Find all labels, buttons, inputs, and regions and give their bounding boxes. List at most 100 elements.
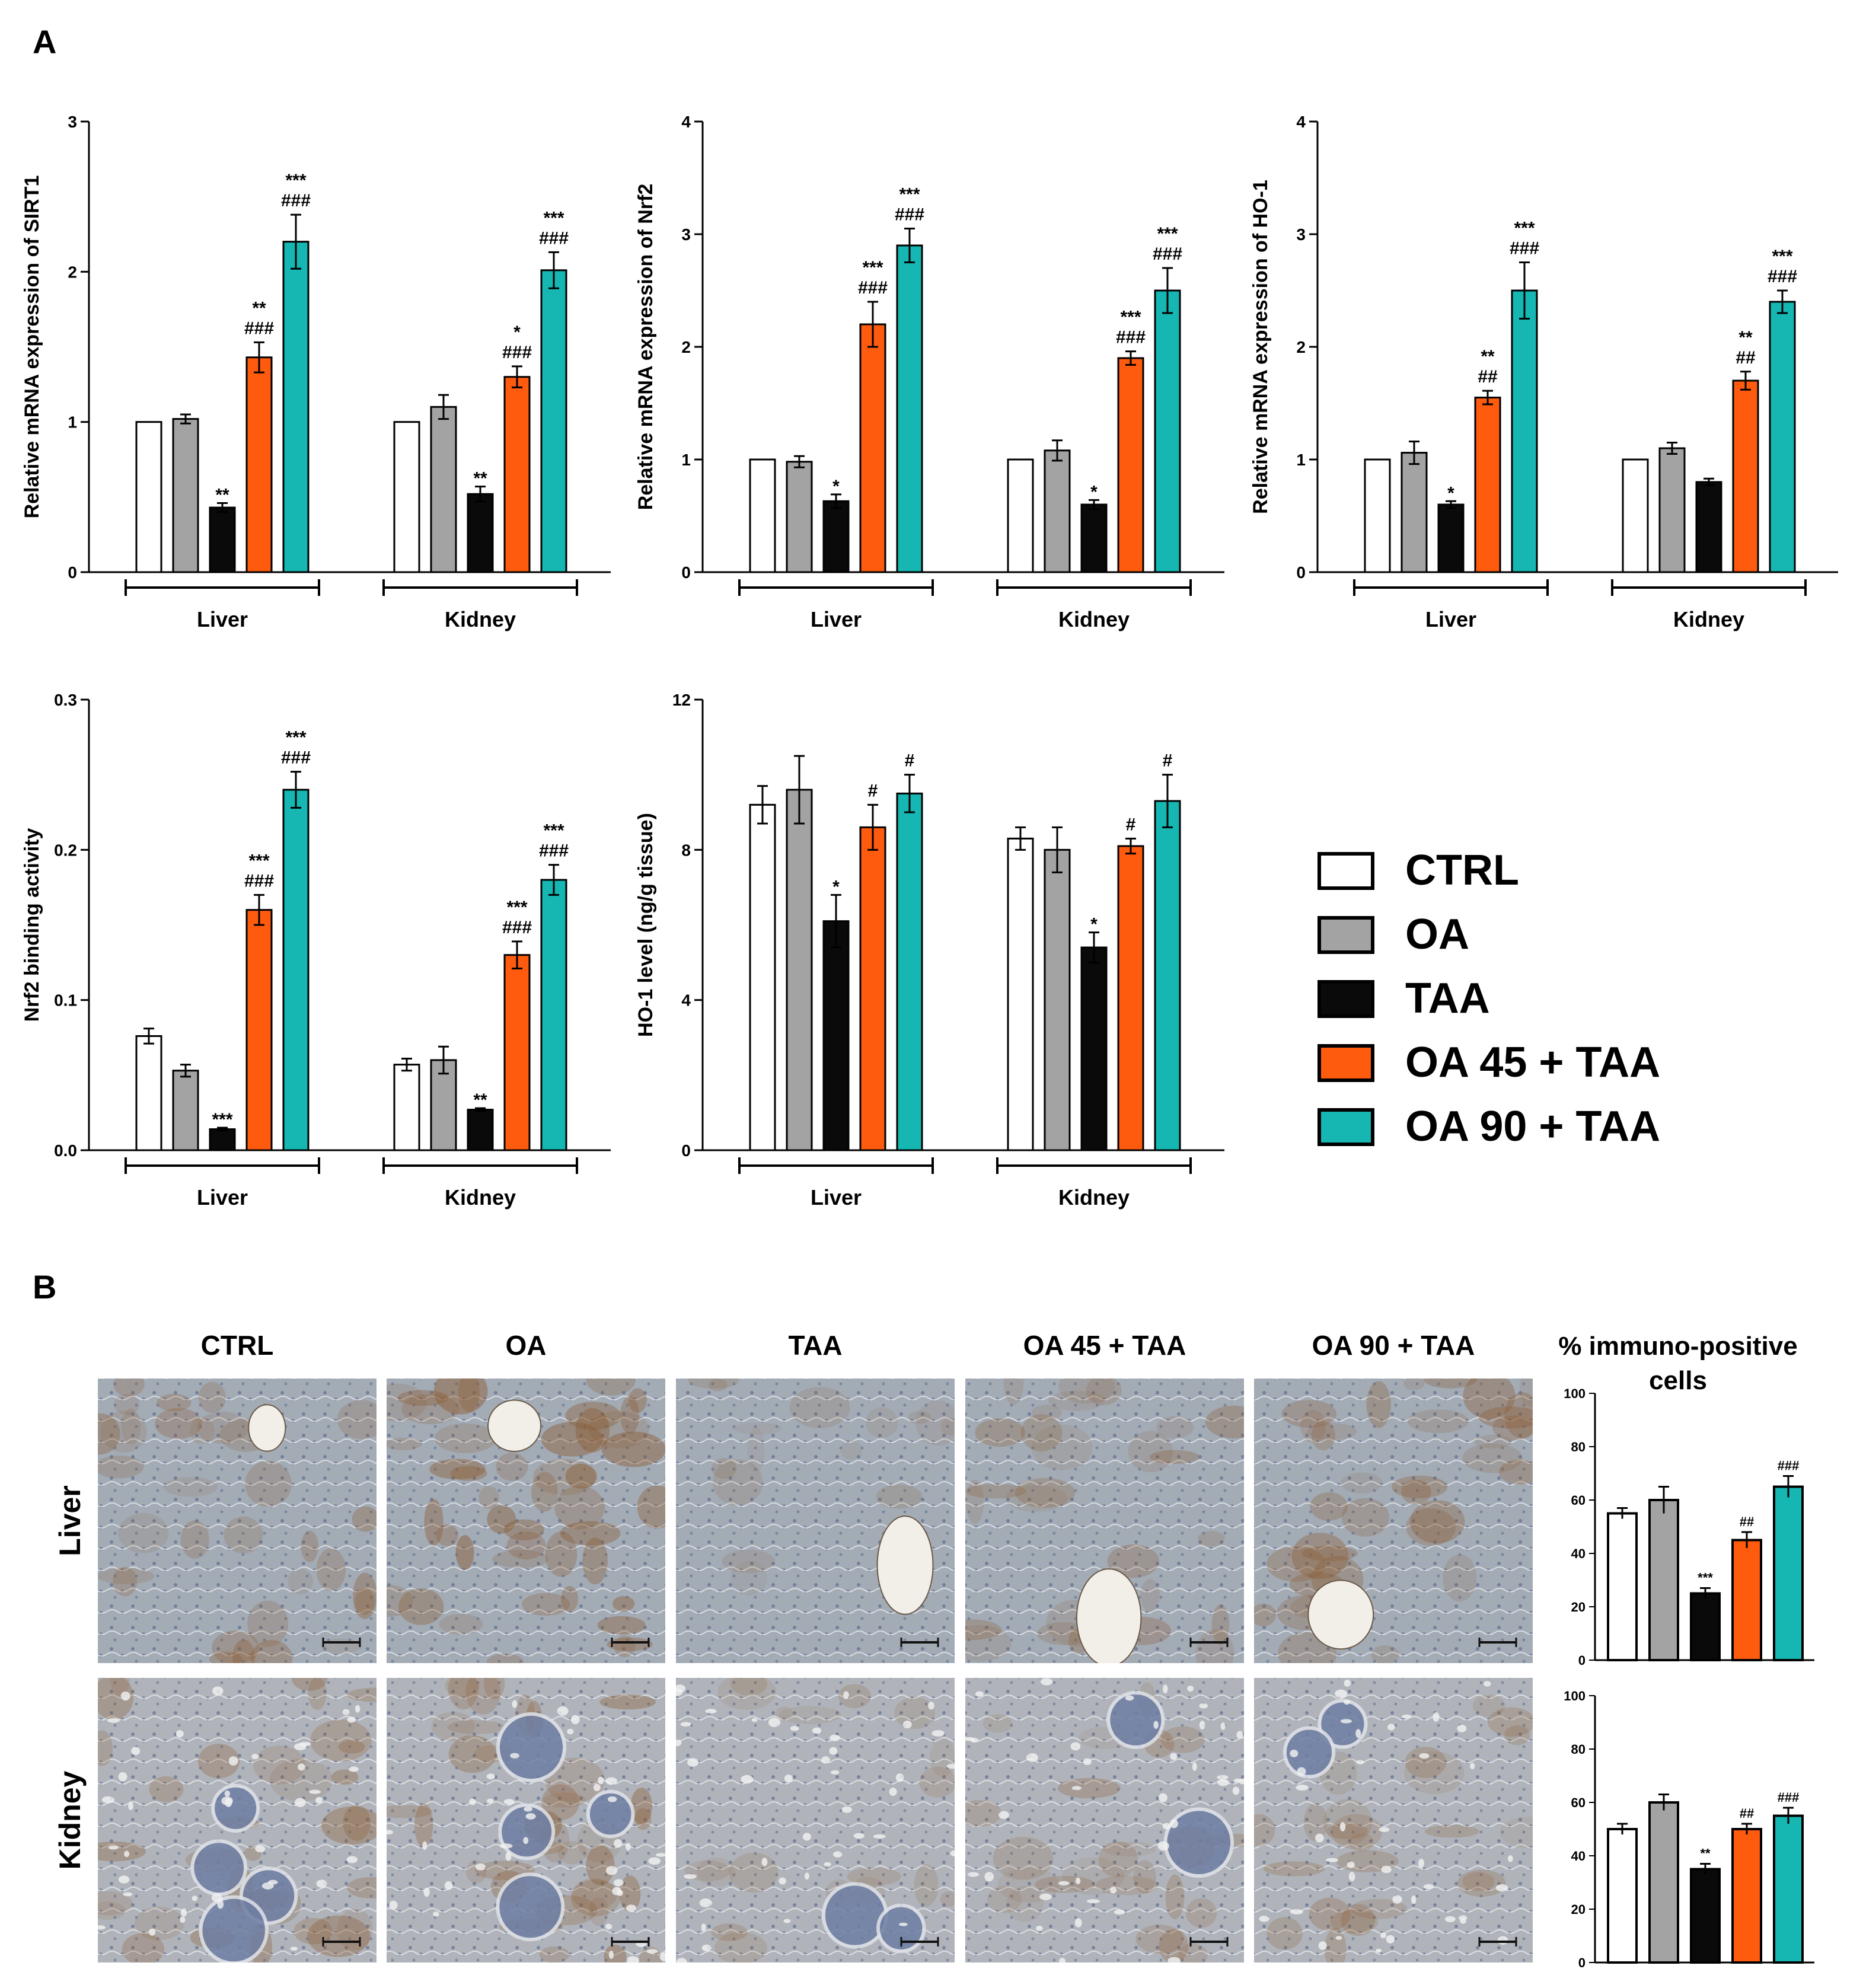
tubule-lumen <box>705 1709 717 1714</box>
significance-label: ### <box>539 841 569 861</box>
significance-label: * <box>832 877 840 896</box>
tubule-lumen <box>1419 1753 1430 1759</box>
dab-stain <box>1366 1381 1391 1428</box>
glomerulus <box>1106 1690 1165 1749</box>
dab-stain <box>450 1466 487 1481</box>
dab-stain <box>1331 1910 1379 1934</box>
significance-label: # <box>868 781 878 800</box>
dab-stain <box>484 1678 505 1699</box>
micrograph-liver-1 <box>98 1378 377 1663</box>
bar-oa <box>1044 848 1071 1151</box>
significance-label: ### <box>1153 244 1182 264</box>
tubule-lumen <box>1444 1916 1456 1922</box>
dab-stain <box>1254 1603 1277 1626</box>
vessel-lumen <box>487 1399 542 1453</box>
bar-ctrl <box>393 1064 420 1151</box>
bar-taa <box>1080 946 1108 1151</box>
glomerulus <box>199 1895 269 1963</box>
significance-label: * <box>1447 483 1454 503</box>
dab-stain <box>98 1678 134 1720</box>
tubule-lumen <box>831 1770 840 1775</box>
tubule-lumen <box>261 1882 274 1890</box>
dab-stain <box>545 1757 605 1803</box>
dab-stain <box>1498 1460 1533 1485</box>
y-tick-label: 1 <box>1296 451 1306 469</box>
dab-stain <box>565 1402 621 1430</box>
dab-stain <box>448 1735 496 1773</box>
dab-stain <box>628 1388 647 1413</box>
legend-swatch-oa-90-taa <box>1318 1108 1374 1146</box>
bar-taa <box>1690 1592 1721 1661</box>
tubule-lumen <box>895 1773 904 1782</box>
significance-label: ### <box>502 918 532 937</box>
y-tick-label: 0.1 <box>54 991 77 1010</box>
bar-oa <box>786 789 813 1151</box>
title-line-2: cells <box>1649 1366 1707 1395</box>
dab-stain <box>478 1486 499 1510</box>
dab-stain <box>288 1569 313 1595</box>
bar-oa-45-taa <box>1117 357 1144 573</box>
bar-ctrl <box>1364 458 1391 573</box>
dab-stain <box>448 1678 479 1710</box>
vessel-lumen <box>876 1515 934 1615</box>
micrograph-content <box>676 1678 955 1963</box>
tubule-lumen <box>1411 1895 1417 1904</box>
dab-stain <box>347 1687 377 1702</box>
dab-stain <box>914 1864 939 1907</box>
dab-stain <box>134 1906 184 1941</box>
dab-stain <box>1015 1478 1076 1508</box>
tubule-lumen <box>1199 1721 1205 1729</box>
dab-stain <box>1266 1546 1326 1582</box>
significance-label: ### <box>1768 267 1797 286</box>
tubule-lumen <box>975 1691 984 1697</box>
tubule-lumen <box>346 1856 358 1863</box>
dab-stain <box>733 1422 782 1435</box>
dab-stain <box>98 1413 120 1455</box>
dab-stain <box>1185 1898 1217 1928</box>
dab-stain <box>113 1378 145 1397</box>
dab-stain <box>778 1706 842 1725</box>
tubule-lumen <box>1335 1936 1342 1940</box>
dab-stain <box>1326 1823 1368 1839</box>
bar-taa <box>1080 503 1108 573</box>
dab-stain <box>570 1879 621 1917</box>
tubule-lumen <box>1296 1785 1309 1791</box>
legend-swatch-taa <box>1318 980 1374 1018</box>
micrograph-content <box>676 1378 955 1663</box>
bar-oa-90-taa <box>1511 289 1538 573</box>
glomerulus <box>821 1882 888 1949</box>
bar-ctrl <box>393 421 420 573</box>
bar-oa-45-taa <box>245 909 273 1151</box>
bar-oa-45-taa <box>503 376 531 573</box>
dab-stain <box>321 1638 361 1654</box>
tubule-lumen <box>1423 1884 1434 1890</box>
bar-oa-90-taa <box>282 241 310 573</box>
tubule-lumen <box>347 1716 356 1723</box>
legend-label: OA 90 + TAA <box>1405 1103 1660 1150</box>
y-tick-label: 0 <box>68 563 77 582</box>
dab-stain <box>1211 1604 1230 1645</box>
dab-stain <box>565 1463 597 1489</box>
dab-stain <box>1178 1943 1208 1963</box>
y-tick-label: 0 <box>681 1141 691 1160</box>
tubule-lumen <box>598 1776 604 1785</box>
dab-stain <box>1140 1578 1160 1612</box>
tubule-lumen <box>1070 1742 1081 1751</box>
dab-stain <box>1086 1378 1122 1406</box>
tubule-lumen <box>1086 1899 1100 1903</box>
dab-stain <box>1310 1492 1348 1521</box>
tubule-lumen <box>614 1879 624 1887</box>
bar-taa <box>209 506 236 573</box>
dab-stain <box>876 1484 923 1509</box>
dab-stain <box>232 1639 255 1663</box>
tubule-lumen <box>1125 1695 1134 1701</box>
tubule-lumen <box>779 1877 786 1885</box>
tubule-lumen <box>355 1705 361 1713</box>
bar-ctrl <box>749 458 776 573</box>
dab-stain <box>919 1766 955 1798</box>
significance-label: ## <box>1740 1514 1754 1529</box>
tubule-lumen <box>118 1772 127 1782</box>
y-tick-label: 0 <box>1578 1955 1586 1970</box>
dab-stain <box>1409 1500 1465 1544</box>
